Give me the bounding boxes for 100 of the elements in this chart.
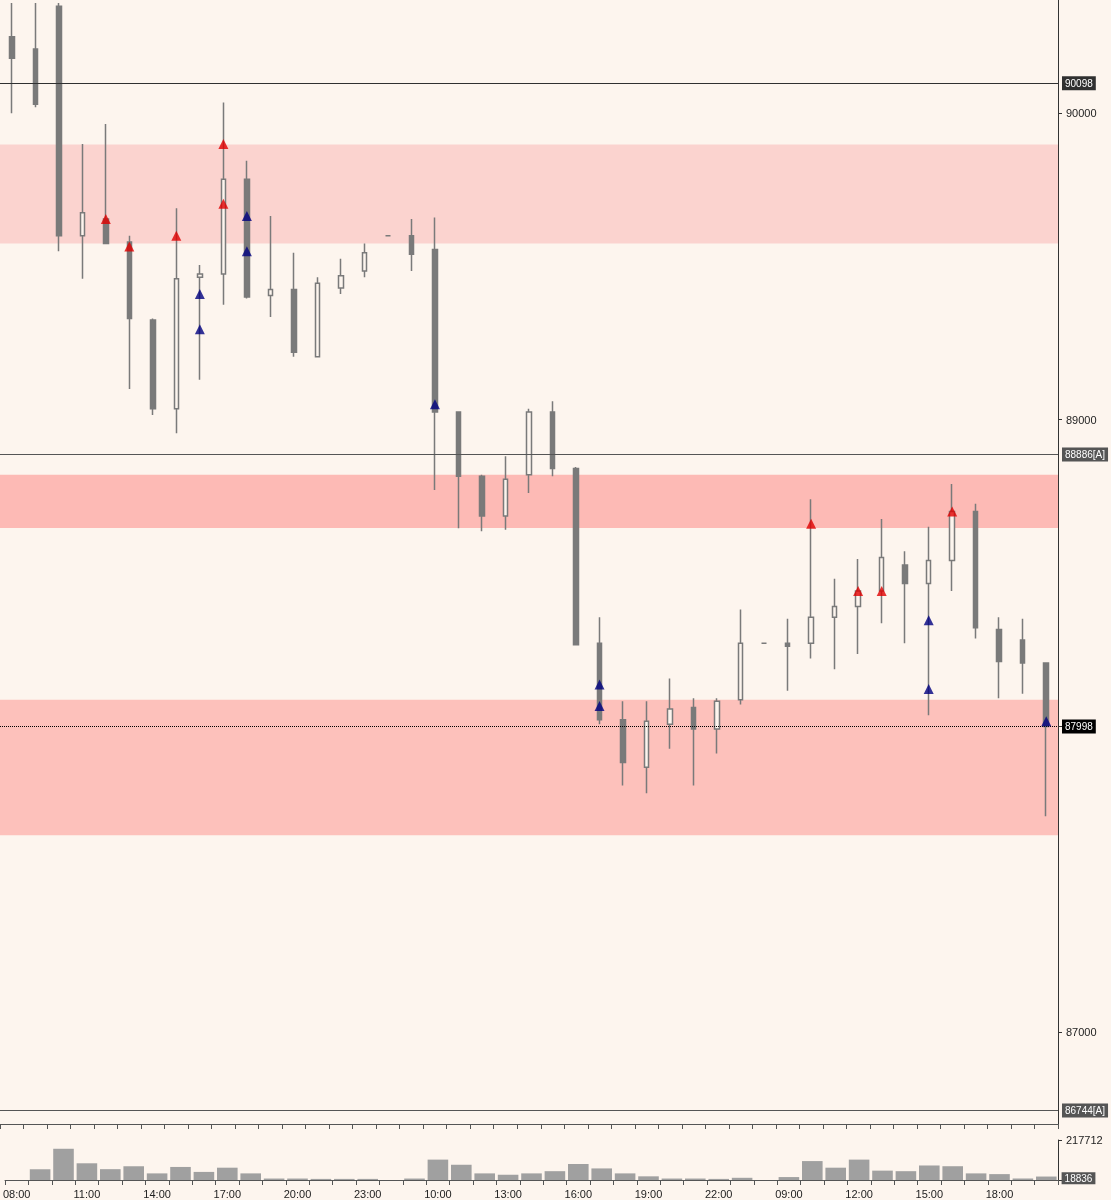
- bar: [591, 1168, 612, 1180]
- candlestick: [807, 498, 815, 660]
- point: [806, 518, 817, 529]
- point: [853, 586, 864, 597]
- bar: [146, 1173, 168, 1180]
- candlestick: [55, 2, 63, 252]
- bar: [474, 1173, 495, 1180]
- x-tick-label: 17:00: [213, 1187, 242, 1200]
- candlestick: [995, 616, 1003, 700]
- bar: [614, 1173, 636, 1180]
- point: [429, 399, 440, 410]
- data-label: 18836: [1064, 1172, 1093, 1184]
- bar: [638, 1176, 659, 1180]
- point: [100, 213, 111, 224]
- candlestick: [502, 455, 509, 531]
- candlestick: [690, 697, 697, 787]
- x-tick-label: 22:00: [704, 1187, 733, 1200]
- x-tick-label: 08:00: [2, 1187, 31, 1200]
- bar: [240, 1173, 261, 1180]
- x-tick-label: 15:00: [915, 1187, 944, 1200]
- bar: [170, 1166, 191, 1180]
- bar: [942, 1166, 963, 1180]
- point: [194, 289, 205, 300]
- bar: [872, 1170, 893, 1180]
- candlestick: [901, 550, 909, 644]
- candlestick: [525, 408, 533, 494]
- ref-line-label: 86744[A]: [1065, 1105, 1106, 1117]
- point: [218, 198, 229, 209]
- bar: [193, 1171, 215, 1180]
- ref-line-label: 87998: [1065, 720, 1094, 732]
- candlestick: [455, 411, 462, 530]
- point: [594, 700, 605, 711]
- bar: [53, 1148, 74, 1180]
- bar: [965, 1173, 987, 1180]
- x-tick-label: 23:00: [353, 1187, 382, 1200]
- bar: [497, 1174, 519, 1180]
- candlestick: [290, 251, 298, 358]
- bar: [427, 1159, 449, 1180]
- bar: [568, 1164, 589, 1180]
- x-tick-label: 09:00: [775, 1187, 803, 1200]
- candlestick: [925, 526, 932, 716]
- candlestick: [149, 317, 157, 416]
- candlestick: [173, 207, 180, 435]
- candlestick: [784, 617, 791, 692]
- x-tick-label: 11:00: [73, 1187, 101, 1200]
- candlestick: [1019, 617, 1026, 695]
- x-tick-label: 18:00: [985, 1187, 1014, 1200]
- bar: [451, 1164, 472, 1180]
- bar: [29, 1169, 51, 1180]
- bar: [989, 1174, 1010, 1180]
- point: [876, 586, 887, 597]
- x-tick-label: 16:00: [564, 1187, 593, 1200]
- candlestick: [361, 242, 368, 278]
- candlestick: [314, 276, 321, 358]
- bar: [848, 1159, 870, 1180]
- candlestick: [619, 700, 627, 787]
- candlestick: [713, 697, 721, 755]
- point: [241, 246, 252, 257]
- candlestick: [572, 466, 580, 646]
- ref-line-label: 90098: [1065, 77, 1094, 89]
- bar: [895, 1171, 917, 1180]
- x-tick-label: 20:00: [283, 1187, 312, 1200]
- bar: [544, 1171, 566, 1180]
- bar: [123, 1166, 144, 1180]
- bar: [919, 1165, 940, 1180]
- point: [194, 324, 205, 335]
- x-tick-label: 12:00: [845, 1187, 873, 1200]
- candlestick: [972, 503, 979, 640]
- x-tick-label: 19:00: [634, 1187, 663, 1200]
- bar: [217, 1167, 238, 1180]
- candlestick: [549, 400, 556, 477]
- candlestick: [478, 473, 486, 533]
- y-tick-label: 87000: [1066, 1026, 1097, 1039]
- bar: [802, 1161, 823, 1180]
- bar: [76, 1163, 98, 1180]
- bar: [778, 1177, 800, 1180]
- x-tick-label: 13:00: [494, 1187, 522, 1200]
- candlestick: [737, 608, 744, 706]
- candlestick: [267, 215, 274, 318]
- point: [923, 615, 934, 626]
- candlestick: [1042, 662, 1050, 817]
- candlestick: [643, 700, 650, 794]
- ref-line-label: 88886[A]: [1065, 449, 1106, 460]
- candlestick: [196, 264, 204, 381]
- candlestick: [8, 2, 16, 115]
- y-tick-label: 89000: [1066, 413, 1097, 426]
- bar: [521, 1173, 542, 1180]
- candlestick: [337, 258, 345, 295]
- point: [171, 230, 182, 241]
- point: [923, 684, 934, 695]
- candlestick: [831, 578, 838, 670]
- y-tick-label: 90000: [1066, 107, 1097, 120]
- point: [594, 679, 605, 690]
- x-tick-label: 14:00: [143, 1187, 171, 1200]
- candlestick: [79, 143, 86, 280]
- point: [124, 241, 135, 252]
- point: [218, 138, 229, 149]
- candlestick: [878, 518, 885, 624]
- candlestick: [431, 216, 439, 491]
- candlestick: [408, 218, 415, 272]
